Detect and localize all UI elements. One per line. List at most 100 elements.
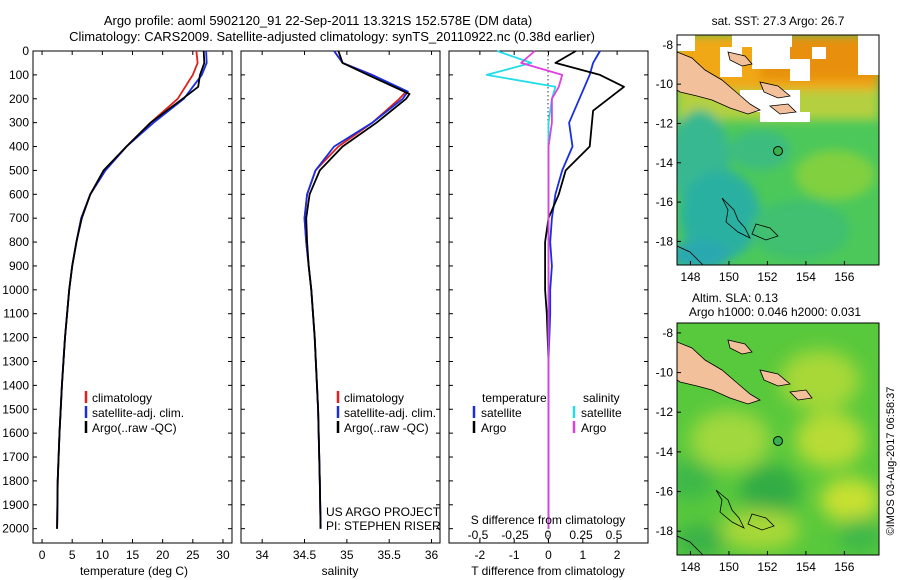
x-tick-label: -1	[509, 548, 520, 562]
legend-label-satellite: satellite-adj. clim.	[344, 406, 436, 420]
series-line-argo-raw-qc	[305, 50, 411, 529]
argo-float-marker	[773, 146, 783, 156]
island	[789, 389, 813, 401]
x-tick-label: 10	[96, 548, 110, 562]
y-tick-label: 1400	[2, 378, 29, 392]
map-y-tick-label: -18	[656, 234, 674, 248]
land-mass	[677, 341, 761, 405]
map-x-tick-label: 152	[757, 560, 777, 574]
map-y-tick-label: -16	[656, 195, 674, 209]
legend-label-argo: Argo(..raw -QC)	[344, 421, 429, 435]
island	[759, 81, 791, 99]
y-tick-label: 200	[9, 92, 29, 106]
s-tick-label: -0.25	[501, 528, 529, 542]
y-tick-label: 1300	[2, 354, 29, 368]
x-tick-label: 36	[425, 548, 439, 562]
map-x-tick-label: 150	[719, 270, 739, 284]
map-x-tick-label: 156	[834, 560, 854, 574]
land-mass	[677, 51, 761, 115]
map-y-tick-label: -18	[656, 524, 674, 538]
coastline	[677, 245, 704, 265]
y-tick-label: 400	[9, 140, 29, 154]
map-y-tick-label: -10	[656, 77, 674, 91]
legend-label-argo: Argo(..raw -QC)	[92, 421, 177, 435]
argo-float-marker	[773, 436, 783, 446]
x-tick-label: 34.5	[293, 548, 317, 562]
reef-outline	[721, 197, 751, 239]
y-tick-label: 1800	[2, 474, 29, 488]
island	[727, 339, 753, 355]
difference-legend: temperature satellite Argo salinity sate…	[472, 391, 622, 435]
y-tick-label: 1000	[2, 283, 29, 297]
map-y-tick-label: -8	[662, 38, 673, 52]
sla-map-title-1: Altim. SLA: 0.13	[692, 291, 778, 305]
reef-outline	[747, 513, 775, 531]
salinity-profile-panel: 34 34.5 35 35.5 36 salinity climatology sate…	[240, 50, 441, 578]
legend-label-climatology: climatology	[92, 391, 152, 405]
y-tick-label: 1600	[2, 426, 29, 440]
salinity-legend: climatology satellite-adj. clim. Argo(..…	[336, 391, 436, 435]
map-x-tick-label: 152	[757, 270, 777, 284]
y-tick-label: 0	[22, 44, 29, 58]
y-tick-label: 2000	[2, 522, 29, 536]
map-x-tick-label: 156	[834, 270, 854, 284]
legend-group-salinity: salinity	[583, 391, 620, 405]
legend-label-climatology: climatology	[344, 391, 404, 405]
x-tick-label: 1	[579, 548, 586, 562]
y-tick-label: 600	[9, 187, 29, 201]
x-tick-label: 0	[545, 548, 552, 562]
coastline	[677, 535, 704, 555]
map-y-tick-label: -16	[656, 485, 674, 499]
y-tick-label: 1700	[2, 450, 29, 464]
sla-field	[677, 323, 879, 555]
sla-map-panel: Altim. SLA: 0.13 Argo h1000: 0.046 h2000…	[656, 291, 880, 574]
x-tick-label: 35	[340, 548, 354, 562]
difference-x-label: T difference from climatology	[471, 564, 625, 578]
legend-group-temperature: temperature	[482, 391, 547, 405]
y-tick-label: 1200	[2, 331, 29, 345]
legend-label-sal-argo: Argo	[581, 421, 607, 435]
map-x-tick-label: 154	[796, 270, 816, 284]
x-tick-label: 30	[216, 548, 230, 562]
s-tick-label: -0.5	[468, 528, 489, 542]
series-line-climatology	[56, 50, 199, 529]
y-tick-label: 500	[9, 163, 29, 177]
y-tick-label: 1900	[2, 498, 29, 512]
island	[727, 51, 753, 67]
legend-label-satellite: satellite-adj. clim.	[92, 406, 184, 420]
s-tick-label: 0.25	[569, 528, 593, 542]
y-tick-label: 100	[9, 68, 29, 82]
sst-map-frame	[676, 34, 880, 266]
y-tick-label: 900	[9, 259, 29, 273]
legend-label-temp-argo: Argo	[481, 421, 507, 435]
x-tick-label: 25	[186, 548, 200, 562]
island	[759, 369, 791, 387]
x-tick-label: 2	[614, 548, 621, 562]
sst-map-title: sat. SST: 27.3 Argo: 26.7	[712, 14, 845, 28]
x-tick-label: 0	[39, 548, 46, 562]
x-tick-label: -2	[475, 548, 486, 562]
series-line-satellite-adj-clim	[56, 50, 208, 529]
map-x-tick-label: 150	[719, 560, 739, 574]
temperature-profile-panel: 0100200300400500600700800900100011001200…	[2, 44, 233, 578]
y-tick-label: 1500	[2, 402, 29, 416]
x-tick-label: 34	[255, 548, 269, 562]
s-tick-label: 0	[545, 528, 552, 542]
temperature-legend: climatology satellite-adj. clim. Argo(..…	[84, 391, 184, 435]
x-tick-label: 15	[126, 548, 140, 562]
island	[768, 103, 797, 115]
y-tick-label: 800	[9, 235, 29, 249]
reef-outline	[751, 223, 779, 241]
difference-profile-panel: -2 -1 0 1 2 T difference from climatology S …	[448, 50, 649, 578]
header-line-2: Climatology: CARS2009. Satellite-adjuste…	[69, 29, 595, 44]
map-x-tick-label: 148	[680, 270, 700, 284]
temperature-plot-frame	[32, 50, 233, 544]
map-y-tick-label: -10	[656, 366, 674, 380]
timestamp-label: ©IMOS 03-Aug-2017 06:58:37	[885, 387, 897, 536]
map-x-tick-label: 154	[796, 560, 816, 574]
y-tick-label: 700	[9, 211, 29, 225]
map-y-tick-label: -12	[656, 405, 674, 419]
x-tick-label: 35.5	[378, 548, 402, 562]
y-tick-label: 300	[9, 116, 29, 130]
